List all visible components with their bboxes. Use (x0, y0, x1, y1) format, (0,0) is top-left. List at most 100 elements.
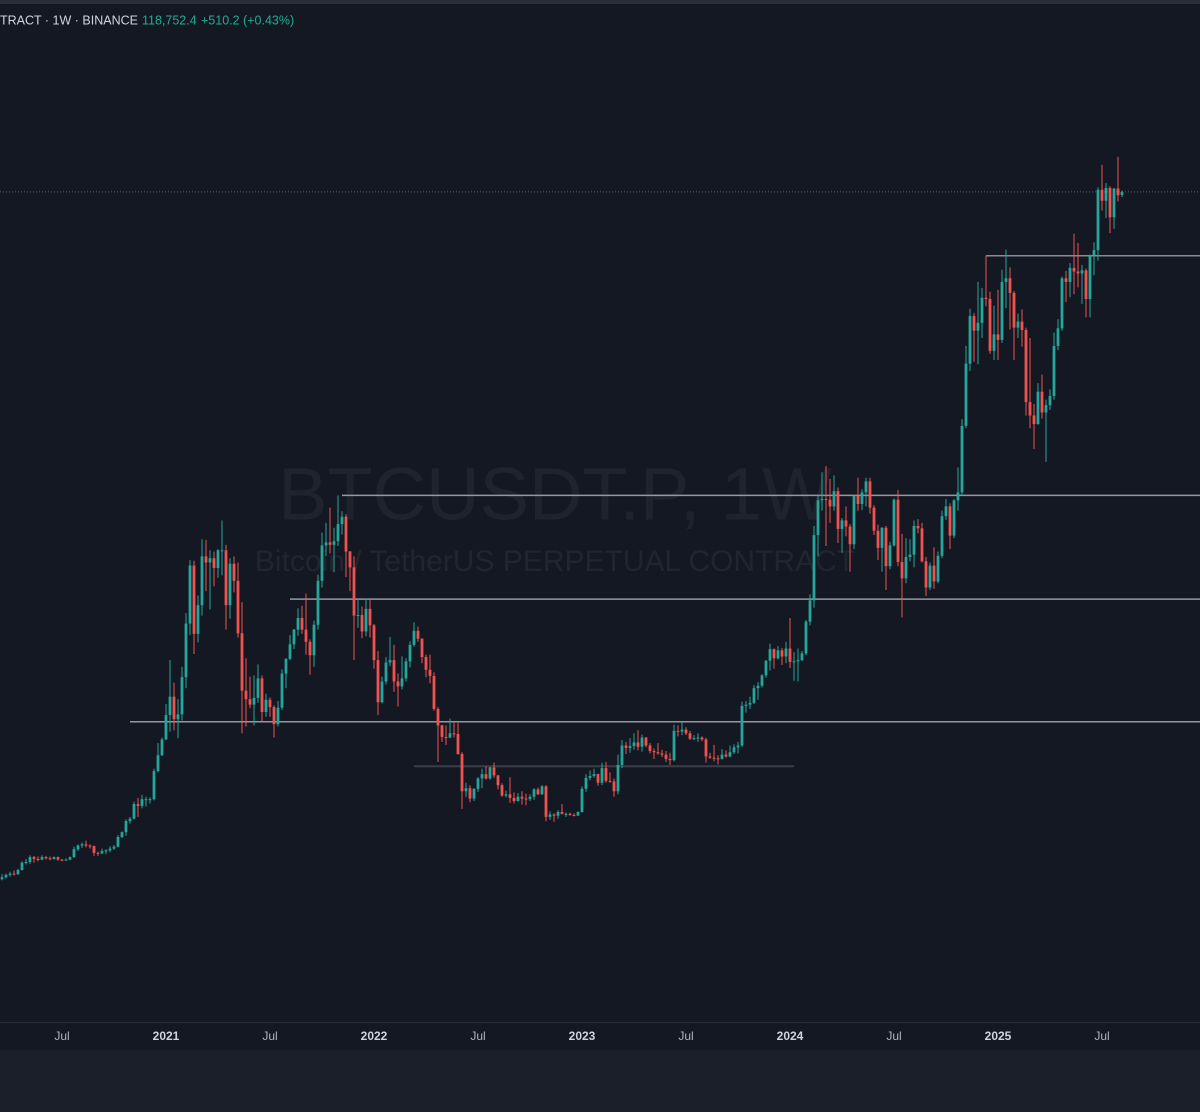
candle-wick (737, 741, 739, 754)
candle-wick (709, 752, 711, 759)
candle (264, 693, 268, 717)
candle-body (88, 845, 92, 847)
candle (292, 629, 296, 650)
candle (24, 858, 28, 865)
candle (332, 527, 336, 573)
candle-body (904, 557, 908, 579)
candle-body (132, 804, 136, 819)
candle-body (1104, 187, 1108, 201)
candle-body (676, 730, 680, 732)
candle-body (584, 777, 588, 789)
candle-body (380, 681, 384, 703)
candle-body (180, 677, 184, 715)
candle (72, 846, 76, 858)
candle-wick (325, 522, 327, 556)
candle (1032, 403, 1036, 450)
candle (1080, 264, 1084, 304)
candle-wick (1045, 399, 1047, 462)
candle-wick (749, 696, 751, 709)
candle-body (128, 818, 132, 822)
candle-body (272, 707, 276, 725)
candle-wick (333, 527, 335, 573)
candle (676, 725, 680, 737)
candle-body (668, 758, 672, 761)
candle (884, 525, 888, 590)
candle (452, 721, 456, 738)
candle (908, 539, 912, 562)
candle (628, 738, 632, 753)
candle-body (952, 500, 956, 536)
candle (656, 743, 660, 755)
candle (744, 700, 748, 713)
candle-body (720, 754, 724, 759)
candle-body (552, 814, 556, 816)
candle-body (768, 649, 772, 661)
candle-wick (745, 700, 747, 713)
bottom-bar (0, 1050, 1200, 1112)
candle-body (140, 799, 144, 806)
candle-body (712, 757, 716, 759)
candle-body (480, 774, 484, 779)
candle (892, 498, 896, 547)
candle (764, 660, 768, 678)
candle-body (416, 630, 420, 639)
candle (308, 639, 312, 675)
candle-body (348, 551, 352, 568)
candle-wick (909, 539, 911, 562)
candle-body (20, 862, 24, 870)
candle-wick (725, 750, 727, 758)
candle-body (328, 542, 332, 545)
x-tick-label: 2025 (985, 1029, 1012, 1043)
candle-body (748, 702, 752, 705)
candle (156, 743, 160, 773)
candle-body (1100, 189, 1104, 201)
candle (896, 489, 900, 567)
candle-body (364, 608, 368, 632)
candle-wick (137, 797, 139, 817)
candle (864, 477, 868, 507)
candle-body (992, 334, 996, 351)
candle-body (144, 799, 148, 801)
candle-body (660, 753, 664, 755)
candle-wick (437, 707, 439, 762)
candle (1076, 242, 1080, 288)
candle (608, 772, 612, 783)
candle-body (60, 859, 64, 861)
candle-body (76, 845, 80, 850)
candle-body (108, 848, 112, 851)
candle (324, 522, 328, 556)
candle (552, 813, 556, 822)
candle-body (440, 725, 444, 737)
candle (48, 856, 52, 861)
candle (792, 652, 796, 681)
candle (572, 813, 576, 817)
candle-body (580, 788, 584, 812)
candle-body (680, 729, 684, 732)
candle-body (516, 796, 520, 802)
candle (1024, 327, 1028, 416)
candle-body (288, 644, 292, 659)
candle-wick (513, 792, 515, 804)
candle-body (1040, 391, 1044, 413)
candle (1052, 332, 1056, 400)
candle (480, 768, 484, 789)
candle-body (896, 499, 900, 562)
candle (8, 871, 12, 877)
candle (716, 755, 720, 765)
candle-body (836, 491, 840, 529)
candle (456, 722, 460, 755)
candle (88, 844, 92, 849)
top-bar (0, 0, 1200, 4)
symbol-label: TRACT · 1W · BINANCE (0, 13, 138, 27)
candle (284, 658, 288, 689)
candle-wick (821, 472, 823, 511)
candle-body (312, 624, 316, 656)
candle-body (600, 768, 604, 783)
candle-wick (445, 725, 447, 745)
candle-body (1004, 278, 1008, 282)
candle-body (0, 877, 4, 880)
candle-body (620, 745, 624, 766)
candle-body (344, 516, 348, 552)
candle-body (704, 739, 708, 757)
candle (1072, 233, 1076, 295)
